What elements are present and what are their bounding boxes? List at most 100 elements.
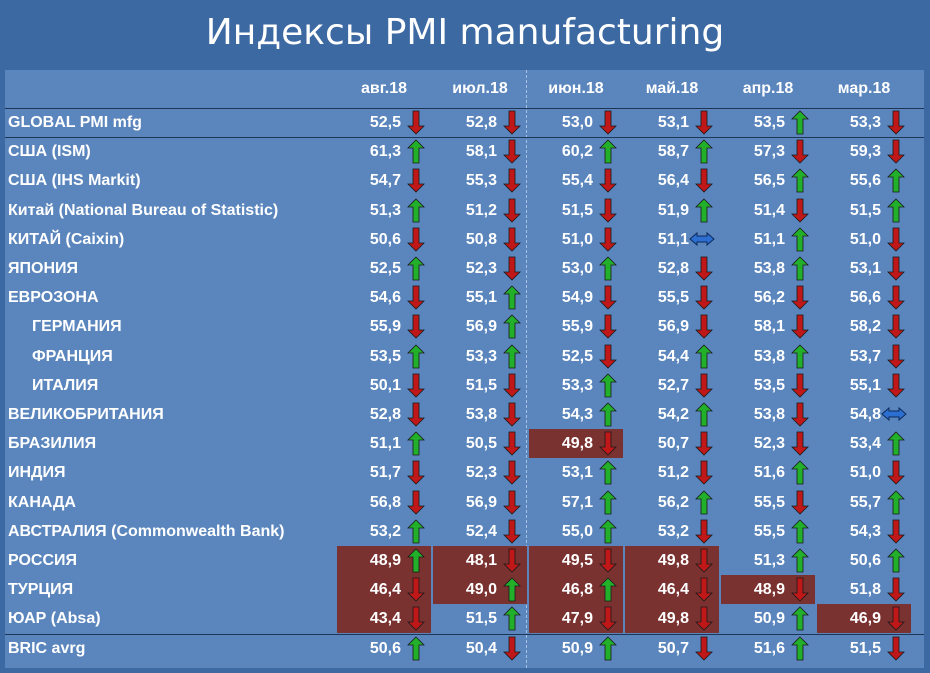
- down-arrow-icon: [695, 548, 713, 573]
- value-cell: 54,3: [529, 400, 623, 429]
- cell-value: 55,1: [465, 289, 497, 307]
- cell-value: 54,7: [369, 172, 401, 190]
- value-cell: 52,4: [433, 517, 527, 546]
- cell-value: 54,3: [561, 406, 593, 423]
- cell-value: 53,5: [369, 347, 401, 365]
- cell-value: 51,2: [657, 464, 689, 482]
- cell-value: 52,5: [561, 347, 593, 365]
- value-cell: 53,8: [721, 342, 815, 371]
- cell-value: 46,4: [657, 581, 689, 599]
- cell-value: 53,8: [753, 406, 785, 423]
- row-label: БРАЗИЛИЯ: [8, 435, 97, 453]
- cell-value: 56,9: [465, 318, 497, 336]
- cell-value: 54,3: [849, 522, 881, 540]
- cell-value: 56,2: [657, 493, 689, 511]
- column-header: апр.18: [742, 80, 794, 97]
- down-arrow-icon: [503, 256, 521, 281]
- cell-value: 55,7: [849, 493, 881, 511]
- value-cell: 51,5: [433, 604, 527, 633]
- down-arrow-icon: [887, 373, 905, 398]
- cell-value: 53,5: [753, 376, 785, 394]
- value-cell: 55,5: [721, 517, 815, 546]
- down-arrow-icon: [407, 577, 425, 602]
- cell-value: 51,1: [753, 230, 785, 248]
- value-cell: 50,8: [433, 225, 527, 254]
- cell-value: 54,2: [657, 406, 689, 423]
- down-arrow-icon: [887, 636, 905, 661]
- table-row: ЕВРОЗОНА 54,6 55,1 54,9 55,5 56,2 56,6: [5, 283, 924, 312]
- value-cell: 54,6: [337, 283, 431, 312]
- down-arrow-icon: [695, 110, 713, 135]
- cell-value: 50,6: [849, 552, 881, 569]
- cell-value: 54,8: [849, 406, 881, 423]
- up-arrow-icon: [503, 314, 521, 339]
- value-cell: 48,9: [337, 546, 431, 575]
- down-arrow-icon: [791, 373, 809, 398]
- column-header: авг.18: [360, 80, 408, 97]
- down-arrow-icon: [407, 314, 425, 339]
- table-row: США (ISM) 61,3 58,1 60,2 58,7 57,3 59,3: [5, 137, 924, 166]
- value-cell: 50,5: [433, 429, 527, 458]
- value-cell: 51,5: [433, 371, 527, 400]
- down-arrow-icon: [599, 548, 617, 573]
- cell-value: 50,9: [561, 639, 593, 657]
- cell-value: 53,0: [561, 260, 593, 277]
- value-cell: 55,1: [433, 283, 527, 312]
- cell-value: 58,7: [657, 143, 689, 161]
- cell-value: 51,3: [369, 201, 401, 219]
- value-cell: 51,6: [721, 458, 815, 487]
- cell-value: 55,5: [657, 289, 689, 307]
- cell-value: 52,8: [657, 260, 689, 277]
- table-row: ВЕЛИКОБРИТАНИЯ 52,8 53,8 54,3 54,2 53,8 54,8: [5, 400, 924, 429]
- value-cell: 51,0: [529, 225, 623, 254]
- value-cell: 56,8: [337, 488, 431, 517]
- cell-value: 58,2: [849, 318, 881, 336]
- cell-value: 50,4: [465, 639, 497, 657]
- up-arrow-icon: [599, 256, 617, 281]
- value-cell: 52,3: [721, 429, 815, 458]
- value-cell: 50,6: [337, 225, 431, 254]
- value-cell: 46,8: [529, 575, 623, 605]
- down-arrow-icon: [887, 139, 905, 164]
- cell-value: 50,8: [465, 230, 497, 248]
- value-cell: 56,2: [625, 488, 719, 517]
- down-arrow-icon: [887, 460, 905, 485]
- down-arrow-icon: [887, 577, 905, 602]
- row-label: США (IHS Markit): [8, 172, 141, 190]
- up-arrow-icon: [791, 460, 809, 485]
- cell-value: 53,7: [849, 347, 881, 365]
- cell-value: 56,4: [657, 172, 689, 190]
- cell-value: 53,4: [849, 435, 881, 453]
- down-arrow-icon: [503, 519, 521, 544]
- value-cell: 51,6: [721, 634, 815, 663]
- cell-value: 58,1: [465, 143, 497, 161]
- value-cell: 54,3: [817, 517, 911, 546]
- cell-value: 60,2: [561, 143, 593, 161]
- value-cell: 53,2: [337, 517, 431, 546]
- cell-value: 53,5: [753, 114, 785, 131]
- cell-value: 54,9: [561, 289, 593, 307]
- flat-arrow-icon: [881, 406, 907, 422]
- value-cell: 50,7: [625, 634, 719, 663]
- row-label: BRIC avrg: [8, 639, 86, 657]
- value-cell: 55,9: [529, 312, 623, 341]
- down-arrow-icon: [503, 110, 521, 135]
- column-header: июн.18: [548, 80, 604, 97]
- value-cell: 51,3: [337, 196, 431, 225]
- value-cell: 53,1: [529, 458, 623, 487]
- value-cell: 55,7: [817, 488, 911, 517]
- value-cell: 49,8: [625, 546, 719, 575]
- value-cell: 49,8: [529, 429, 623, 459]
- down-arrow-icon: [887, 110, 905, 135]
- cell-value: 51,1: [369, 435, 401, 453]
- value-cell: 51,0: [817, 458, 911, 487]
- cell-value: 43,4: [369, 610, 401, 628]
- cell-value: 50,9: [753, 610, 785, 628]
- column-header: мар.18: [837, 80, 891, 97]
- up-arrow-icon: [599, 636, 617, 660]
- down-arrow-icon: [503, 402, 521, 427]
- down-arrow-icon: [695, 285, 713, 310]
- cell-value: 53,8: [753, 347, 785, 365]
- value-cell: 53,8: [433, 400, 527, 429]
- table-row: ФРАНЦИЯ 53,5 53,3 52,5 54,4 53,8 53,7: [5, 342, 924, 371]
